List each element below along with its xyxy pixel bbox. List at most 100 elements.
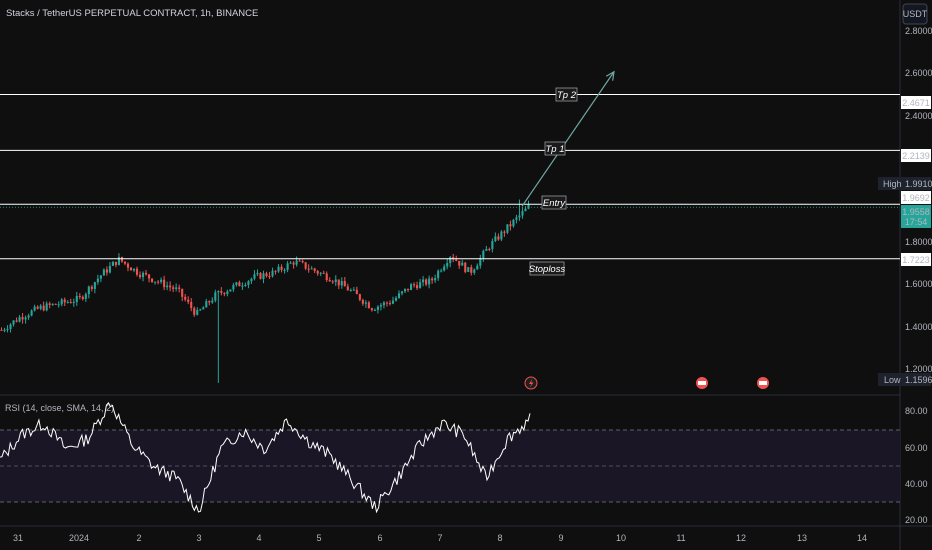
candle-body	[403, 288, 407, 292]
candle-body	[367, 302, 370, 309]
candle-body	[358, 294, 361, 300]
candle-body	[175, 287, 178, 289]
candle-body	[48, 303, 51, 305]
lightning-icon	[529, 378, 534, 388]
price-tag-tp2-box	[901, 96, 931, 109]
candle-body	[364, 302, 367, 304]
low-tag-label: Low	[884, 375, 901, 385]
candle-body	[181, 288, 184, 297]
time-label: 5	[316, 533, 321, 543]
candle-body	[313, 268, 316, 271]
candle-body	[132, 268, 136, 271]
candle-body	[54, 303, 57, 305]
candle-body	[42, 305, 45, 311]
flag-icon-stripe	[759, 381, 767, 385]
high-tag-box	[878, 177, 931, 190]
candle-body	[69, 302, 72, 304]
time-label: 6	[377, 533, 382, 543]
candle-body	[259, 272, 262, 279]
candle-body	[33, 306, 36, 311]
candle-body	[217, 291, 220, 293]
candle-body	[99, 275, 102, 279]
rsi-tick: 20.00	[905, 515, 928, 525]
high-tag-label: High	[883, 179, 902, 189]
currency-button[interactable]	[902, 3, 928, 25]
rsi-label: RSI (14, close, SMA, 14, 2)	[5, 403, 114, 413]
candle-body	[18, 317, 21, 322]
tp2-annotation[interactable]: Tp 2	[555, 87, 578, 102]
candle-body	[346, 286, 349, 291]
chart-title: Stacks / TetherUS PERPETUAL CONTRACT, 1h…	[6, 8, 258, 19]
candle-body	[295, 260, 298, 265]
candle-body	[319, 272, 322, 274]
candle-body	[157, 281, 160, 283]
candle-body	[12, 320, 15, 325]
candle-body	[331, 281, 334, 283]
candle-body	[310, 268, 313, 270]
rsi-series	[0, 402, 531, 514]
current-price-value: 1.9558	[902, 207, 930, 217]
candle-body	[406, 288, 410, 291]
candle-body	[6, 329, 9, 331]
candle-body	[304, 262, 307, 269]
candle-body	[322, 272, 325, 274]
flag-icon-stripe	[698, 381, 706, 385]
event-marker[interactable]	[696, 377, 708, 389]
candle-body	[169, 285, 172, 288]
candle-body	[370, 308, 373, 311]
price-tick: 1.2000	[905, 364, 932, 374]
stoploss-annotation-label: Stoploss	[529, 264, 566, 275]
price-tag-stoploss: 1.7223	[901, 253, 931, 266]
candle-body	[9, 324, 12, 330]
event-marker[interactable]	[757, 377, 769, 389]
price-levels	[0, 70, 900, 260]
stoploss-annotation[interactable]: Stoploss	[529, 261, 566, 276]
candle-body	[262, 273, 265, 279]
time-label: 3	[196, 533, 201, 543]
candle-body	[45, 303, 48, 311]
candle-body	[87, 286, 90, 295]
candle-body	[458, 260, 461, 266]
candle-body	[126, 263, 130, 268]
time-axis[interactable]: 31 2024 2 3 4 5 6 7 8 9 10 11 12 13 14	[13, 533, 867, 543]
low-tag-value: 1.1596	[905, 375, 932, 385]
tp1-annotation-box	[544, 141, 566, 156]
candle-body	[497, 236, 500, 240]
rsi-tick: 80.00	[905, 406, 928, 416]
tp1-annotation[interactable]: Tp 1	[544, 141, 566, 156]
candle-body	[280, 266, 283, 270]
price-axis[interactable]: 2.8000 2.6000 2.4000 1.8000 1.6000 1.400…	[905, 26, 932, 374]
candle-body	[274, 270, 277, 272]
price-tag-entry-box	[901, 191, 931, 204]
candle-body	[488, 248, 491, 250]
price-tick: 2.8000	[905, 26, 932, 36]
candle-body	[120, 256, 124, 262]
candle-body	[187, 299, 190, 302]
candle-body	[96, 278, 99, 283]
candle-body	[66, 302, 69, 304]
candle-body	[500, 231, 503, 240]
candle-body	[464, 262, 467, 272]
entry-annotation[interactable]: Entry	[541, 195, 567, 210]
event-marker[interactable]	[524, 376, 538, 390]
price-tag-tp2: 2.4671	[901, 96, 931, 109]
candle-body	[202, 307, 205, 310]
projection-arrow-line[interactable]	[521, 71, 615, 207]
candle-body	[238, 282, 241, 287]
candle-body	[397, 293, 401, 298]
candle-body	[75, 295, 78, 303]
candle-body	[485, 248, 488, 251]
rsi-axis[interactable]: 80.00 60.00 40.00 20.00	[905, 406, 928, 525]
candle-body	[15, 320, 18, 322]
price-tag-tp1-box	[901, 149, 931, 162]
candle-body	[316, 270, 319, 274]
candle-body	[428, 278, 431, 285]
price-tag-stoploss-box	[901, 253, 931, 266]
time-label: 9	[558, 533, 563, 543]
candle-body	[90, 286, 93, 289]
candle-body	[199, 309, 202, 311]
candle-body	[160, 279, 163, 282]
time-label: 11	[676, 533, 685, 543]
candle-body	[141, 272, 145, 278]
